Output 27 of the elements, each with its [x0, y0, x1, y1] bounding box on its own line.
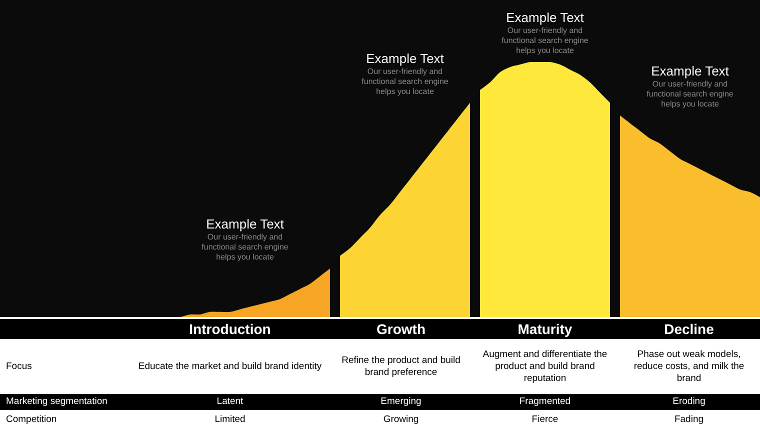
text: Emerging [330, 394, 472, 410]
series-label: Introduction [130, 318, 330, 339]
text: Example Text [506, 10, 584, 25]
annotation: Example Text [651, 64, 730, 79]
text: Our user-friendly and functional search engine helps you locate [502, 26, 589, 55]
text: Marketing segmentation [0, 394, 130, 410]
text: Fierce [472, 410, 618, 428]
text: Latent [130, 394, 330, 410]
annotation: Example Text [206, 216, 284, 232]
text: Focus [0, 339, 130, 394]
text: Limited [130, 410, 330, 428]
text: Augment and differentiate the product and build brand reputation [472, 339, 618, 394]
text: Fragmented [472, 394, 618, 410]
annotation: Example Text [366, 50, 444, 66]
text: Growing [330, 410, 472, 428]
series-label: Growth [330, 318, 472, 339]
series-label: Decline [618, 318, 760, 339]
text: Eroding [618, 394, 760, 410]
text: Educate the market and build brand identity [130, 339, 330, 394]
series-label: Maturity [472, 318, 618, 339]
text: Phase out weak models, reduce costs, and milk the brand [618, 339, 760, 394]
annotation: Our user-friendly and functional search engine helps you locate [646, 80, 734, 109]
text: Competition [0, 410, 130, 428]
annotation: Our user-friendly and functional search engine helps you locate [202, 232, 289, 262]
text: Refine the product and build brand preference [330, 339, 472, 394]
annotation: Our user-friendly and functional search engine helps you locate [362, 66, 449, 96]
text: Fading [618, 410, 760, 428]
